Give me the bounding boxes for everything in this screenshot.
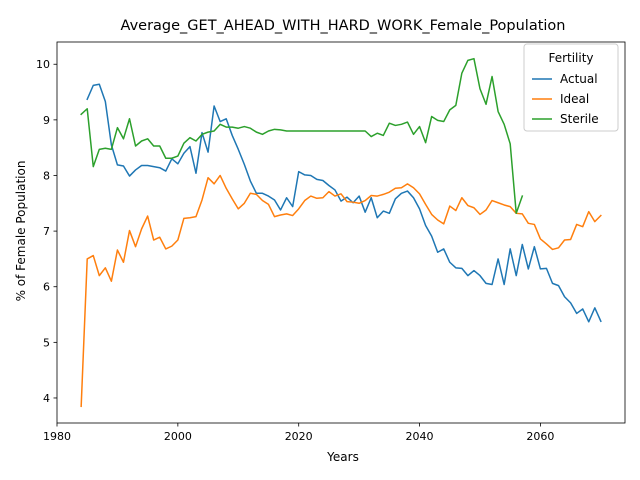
axes-frame [56,41,626,424]
plot-area [80,57,602,408]
y-axis: 4 5 6 7 8 9 10 [36,58,57,405]
x-tick-label: 2060 [526,430,554,443]
x-axis-label: Years [326,450,359,464]
y-tick-label: 7 [43,225,50,238]
series-line-actual [86,83,602,323]
axes-border [56,41,626,424]
series-line-sterile [80,57,524,215]
x-tick-label: 2040 [406,430,434,443]
legend-items: Actual Ideal Sterile [532,72,599,126]
legend-label: Actual [560,72,598,86]
legend-box [523,43,619,132]
series-line-ideal [80,174,602,408]
legend: Fertility Actual Ideal Sterile [523,43,619,132]
y-tick-label: 6 [43,281,50,294]
y-tick-label: 9 [43,114,50,127]
y-tick-label: 10 [36,58,50,71]
y-axis-label: % of Female Population [14,161,28,302]
y-tick-label: 8 [43,169,50,182]
legend-label: Ideal [560,92,589,106]
x-axis: 1980 2000 2020 2040 2060 [43,423,554,443]
x-tick-label: 2020 [285,430,313,443]
y-tick-label: 5 [43,336,50,349]
y-tick-label: 4 [43,392,50,405]
legend-label: Sterile [560,112,599,126]
legend-title: Fertility [548,51,593,65]
chart-title: Average_GET_AHEAD_WITH_HARD_WORK_Female_… [121,18,566,34]
x-tick-label: 2000 [164,430,192,443]
x-tick-label: 1980 [43,430,71,443]
